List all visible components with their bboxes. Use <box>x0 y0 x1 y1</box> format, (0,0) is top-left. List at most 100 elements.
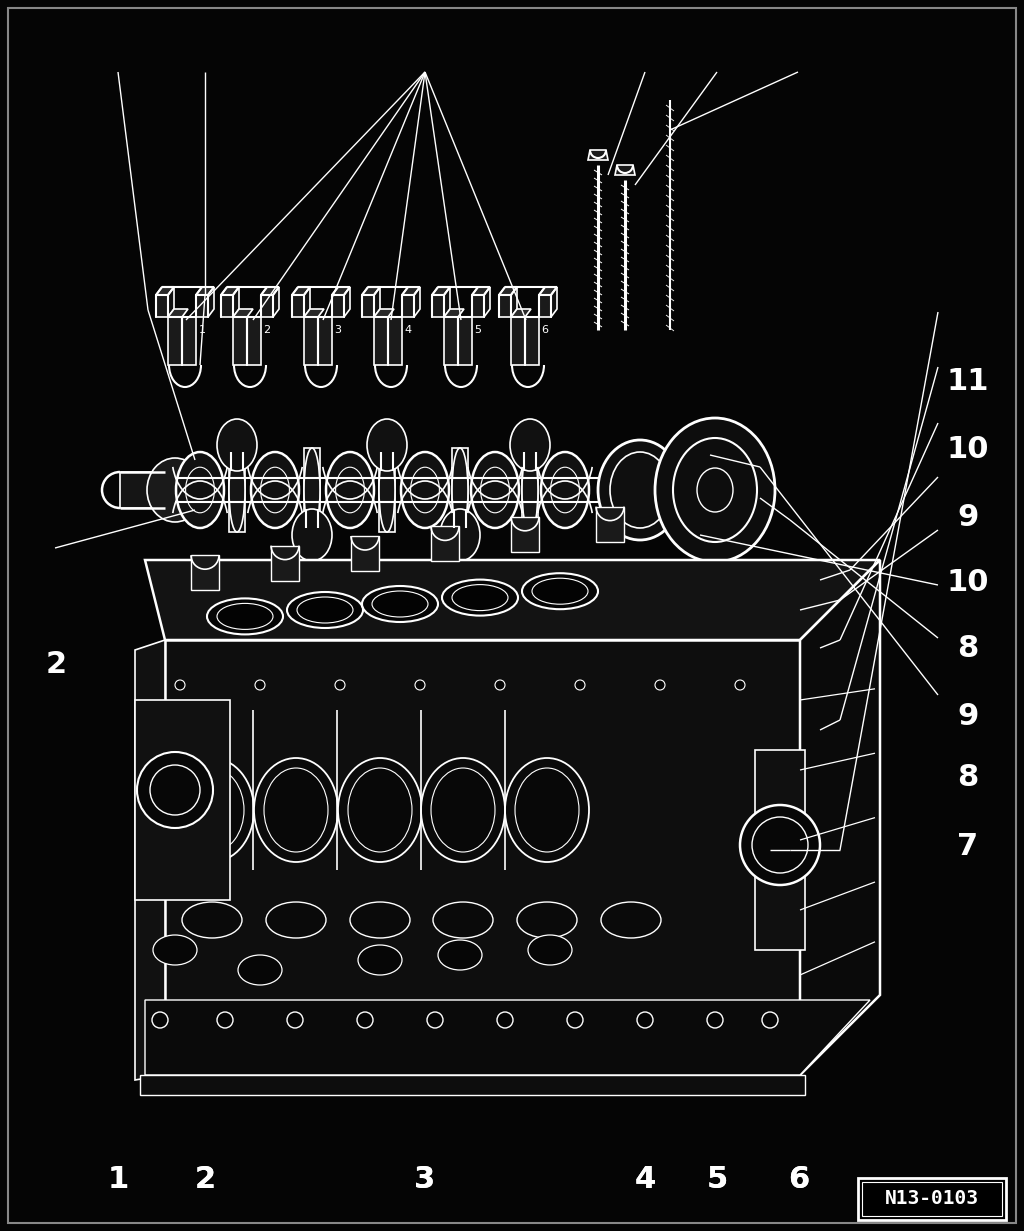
Polygon shape <box>318 318 332 366</box>
Polygon shape <box>351 535 379 571</box>
Polygon shape <box>140 1075 805 1096</box>
Polygon shape <box>165 640 800 1075</box>
Polygon shape <box>344 287 350 318</box>
Ellipse shape <box>254 758 338 862</box>
Circle shape <box>567 1012 583 1028</box>
Polygon shape <box>221 295 233 318</box>
Polygon shape <box>304 318 318 366</box>
Ellipse shape <box>251 452 299 528</box>
Polygon shape <box>374 318 388 366</box>
Text: 6: 6 <box>788 1165 809 1194</box>
Polygon shape <box>432 287 450 295</box>
Ellipse shape <box>452 448 468 532</box>
Polygon shape <box>292 287 310 295</box>
Polygon shape <box>168 287 174 318</box>
Polygon shape <box>292 295 304 318</box>
Polygon shape <box>304 448 319 532</box>
Polygon shape <box>596 507 624 542</box>
Text: 5: 5 <box>707 1165 727 1194</box>
Ellipse shape <box>515 768 579 852</box>
Circle shape <box>152 1012 168 1028</box>
Ellipse shape <box>522 574 598 609</box>
Ellipse shape <box>510 419 550 471</box>
Circle shape <box>175 680 185 691</box>
Text: 2: 2 <box>195 1165 215 1194</box>
Polygon shape <box>168 309 188 318</box>
Polygon shape <box>444 309 464 318</box>
Text: 5: 5 <box>474 325 481 335</box>
Ellipse shape <box>338 758 422 862</box>
Ellipse shape <box>433 902 493 938</box>
Circle shape <box>357 1012 373 1028</box>
Polygon shape <box>511 517 539 551</box>
Ellipse shape <box>238 955 282 985</box>
Circle shape <box>575 680 585 691</box>
Ellipse shape <box>153 936 197 965</box>
Ellipse shape <box>287 592 362 628</box>
Text: 10: 10 <box>946 567 989 597</box>
Text: 1: 1 <box>199 325 206 335</box>
Polygon shape <box>551 287 557 318</box>
Ellipse shape <box>217 603 273 629</box>
Polygon shape <box>362 287 380 295</box>
Circle shape <box>655 680 665 691</box>
Bar <box>862 1182 1002 1216</box>
Polygon shape <box>452 448 468 532</box>
Ellipse shape <box>379 448 395 532</box>
Polygon shape <box>444 318 458 366</box>
Ellipse shape <box>440 508 480 561</box>
Text: 7: 7 <box>957 832 978 862</box>
Ellipse shape <box>541 452 589 528</box>
Ellipse shape <box>176 452 224 528</box>
Polygon shape <box>271 545 299 581</box>
Polygon shape <box>432 295 444 318</box>
Polygon shape <box>150 1045 795 1075</box>
Polygon shape <box>273 287 279 318</box>
Polygon shape <box>588 150 608 160</box>
Ellipse shape <box>348 768 412 852</box>
Polygon shape <box>196 287 214 295</box>
Ellipse shape <box>505 758 589 862</box>
Polygon shape <box>304 309 324 318</box>
Bar <box>858 1178 1006 1220</box>
Polygon shape <box>511 309 531 318</box>
Text: 2: 2 <box>195 1165 215 1194</box>
Ellipse shape <box>304 448 319 532</box>
Ellipse shape <box>452 585 508 611</box>
Polygon shape <box>221 287 239 295</box>
Polygon shape <box>414 287 420 318</box>
Ellipse shape <box>522 448 538 532</box>
Polygon shape <box>458 318 472 366</box>
Ellipse shape <box>372 591 428 617</box>
Polygon shape <box>484 287 490 318</box>
Circle shape <box>427 1012 443 1028</box>
Ellipse shape <box>655 419 775 563</box>
Polygon shape <box>332 295 344 318</box>
Text: 3: 3 <box>415 1165 435 1194</box>
Ellipse shape <box>532 579 588 604</box>
Circle shape <box>495 680 505 691</box>
Polygon shape <box>374 309 394 318</box>
Ellipse shape <box>229 448 245 532</box>
Text: 4: 4 <box>635 1165 655 1194</box>
Circle shape <box>762 1012 778 1028</box>
Polygon shape <box>120 471 165 508</box>
Ellipse shape <box>367 419 407 471</box>
Text: 9: 9 <box>957 702 978 731</box>
Polygon shape <box>539 287 557 295</box>
Polygon shape <box>233 287 239 318</box>
Polygon shape <box>522 448 538 532</box>
Polygon shape <box>233 309 253 318</box>
Polygon shape <box>472 295 484 318</box>
Circle shape <box>735 680 745 691</box>
Polygon shape <box>379 448 395 532</box>
Circle shape <box>287 1012 303 1028</box>
Ellipse shape <box>207 598 283 634</box>
Polygon shape <box>191 555 219 590</box>
Ellipse shape <box>517 902 577 938</box>
Polygon shape <box>233 318 247 366</box>
Circle shape <box>137 752 213 828</box>
Ellipse shape <box>421 758 505 862</box>
Polygon shape <box>145 560 880 640</box>
Ellipse shape <box>431 768 495 852</box>
